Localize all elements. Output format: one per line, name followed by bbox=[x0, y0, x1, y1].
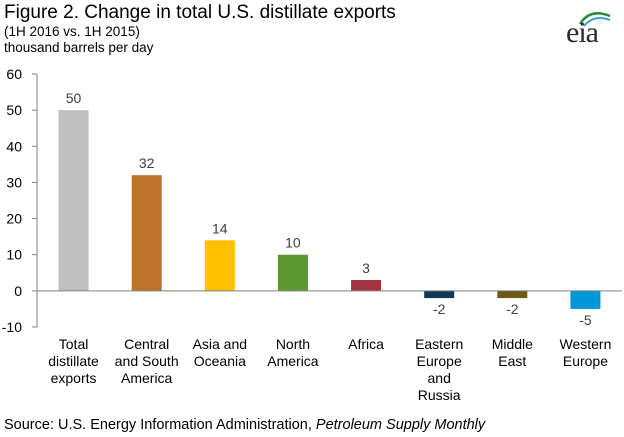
x-tick-label: Total distillate exports bbox=[48, 336, 99, 386]
bar bbox=[424, 290, 455, 299]
data-label: 50 bbox=[66, 90, 82, 106]
data-label: 3 bbox=[362, 260, 370, 276]
bar bbox=[204, 240, 235, 291]
bar bbox=[131, 175, 162, 291]
data-label: 32 bbox=[139, 155, 155, 171]
chart-title: Figure 2. Change in total U.S. distillat… bbox=[4, 2, 396, 23]
x-tick-label: Africa bbox=[348, 336, 384, 352]
y-tick-label: 0 bbox=[14, 283, 22, 299]
units-label: thousand barrels per day bbox=[4, 40, 154, 55]
bar bbox=[497, 290, 528, 299]
eia-logo: eia bbox=[560, 6, 616, 49]
eia-logo-text: eia bbox=[566, 16, 599, 49]
data-label: -2 bbox=[433, 301, 446, 317]
y-tick-label: -10 bbox=[2, 319, 22, 335]
y-tick-label: 30 bbox=[6, 174, 22, 190]
data-label: -2 bbox=[506, 301, 519, 317]
bar bbox=[570, 290, 601, 309]
bar bbox=[58, 110, 89, 291]
y-tick-label: 50 bbox=[6, 102, 22, 118]
y-tick-label: 60 bbox=[6, 66, 22, 82]
source-note: Source: U.S. Energy Information Administ… bbox=[4, 416, 485, 434]
data-label: 14 bbox=[212, 220, 228, 236]
bar bbox=[277, 254, 308, 291]
x-tick-label: Middle East bbox=[492, 336, 533, 369]
data-label: -5 bbox=[579, 312, 592, 328]
eia-logo-arc-icon bbox=[578, 12, 611, 27]
bar bbox=[351, 280, 382, 291]
source-prefix: Source: U.S. Energy Information Administ… bbox=[4, 417, 312, 433]
y-tick-label: 40 bbox=[6, 138, 22, 154]
chart-subtitle: (1H 2016 vs. 1H 2015) bbox=[4, 24, 140, 39]
x-tick-label: Central and South America bbox=[115, 336, 179, 386]
x-tick-label: Asia and Oceania bbox=[193, 336, 247, 369]
data-label: 10 bbox=[285, 235, 301, 251]
x-tick-label: Western Europe bbox=[560, 336, 612, 369]
source-publication: Petroleum Supply Monthly bbox=[315, 417, 486, 433]
y-tick-label: 20 bbox=[6, 211, 22, 227]
x-tick-label: Eastern Europe and Russia bbox=[415, 336, 463, 403]
y-tick-label: 10 bbox=[6, 247, 22, 263]
x-tick-label: North America bbox=[267, 336, 319, 369]
